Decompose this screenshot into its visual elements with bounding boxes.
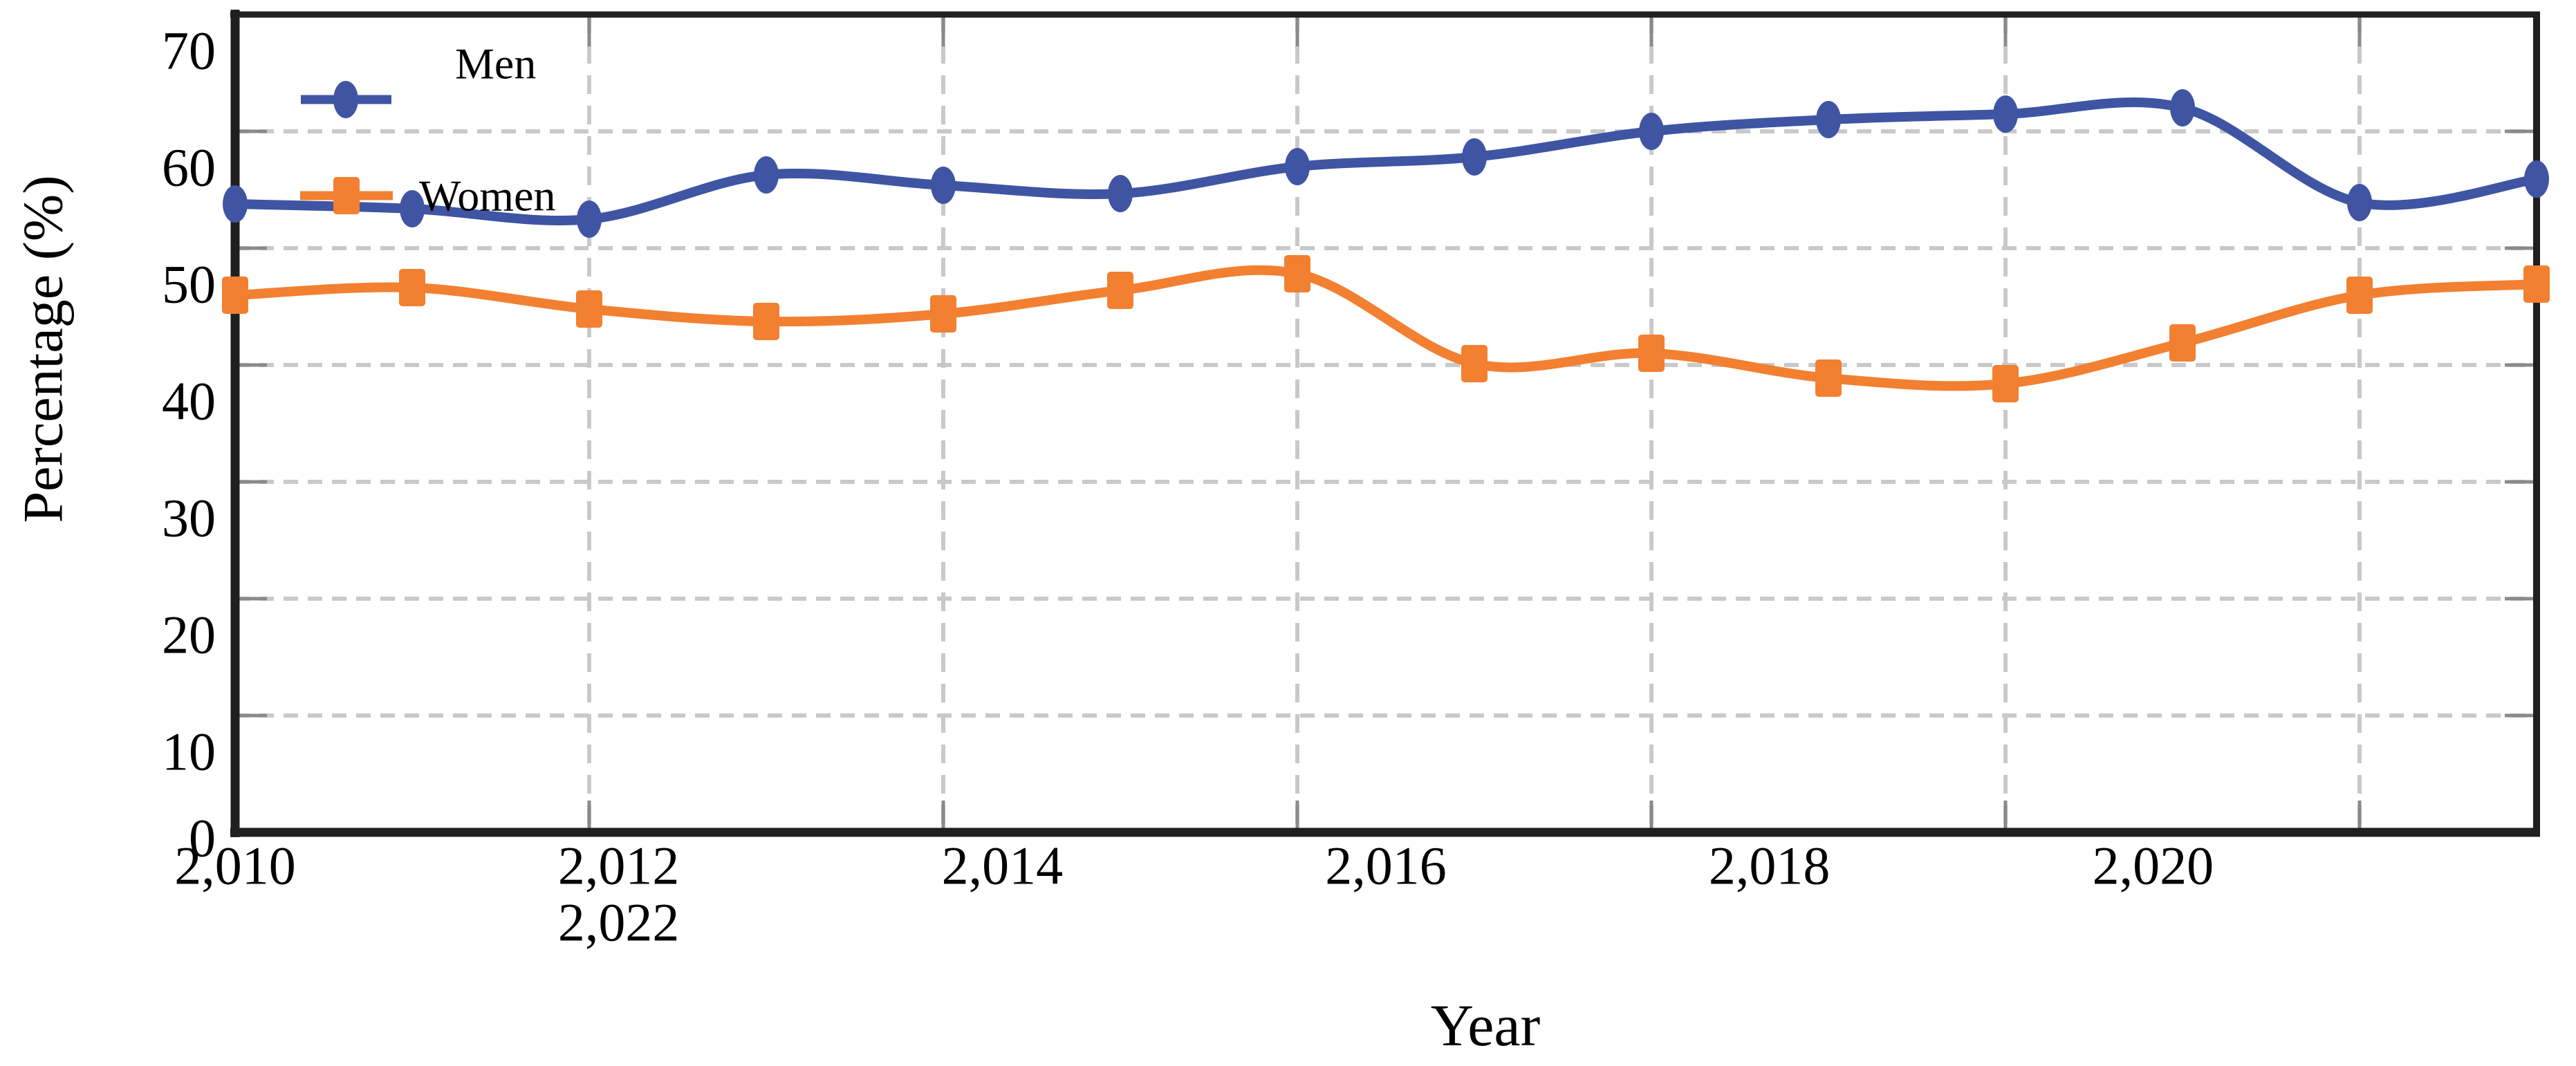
women-series-line (230, 265, 2541, 391)
women-marker (2346, 277, 2373, 314)
women-marker (753, 303, 779, 340)
women-marker (930, 295, 956, 333)
men-marker (577, 200, 602, 238)
x-tick-label: 2,010 (174, 836, 296, 896)
women-marker (1992, 365, 2019, 402)
women-marker (2523, 265, 2550, 303)
men-marker (931, 167, 956, 204)
legend-women-marker (333, 177, 360, 214)
women-marker (2169, 324, 2196, 362)
men-series-line (230, 97, 2541, 225)
men-marker (2347, 184, 2372, 221)
women-marker (576, 290, 602, 328)
men-marker (2524, 160, 2549, 198)
y-tick-label: 70 (162, 21, 216, 81)
x-tick-label: 2,016 (1325, 836, 1447, 896)
women-marker (222, 277, 248, 314)
legend-men-label: Men (455, 39, 536, 88)
y-tick-label: 20 (162, 605, 216, 665)
x-tick-label-overflow: 2,022 (558, 892, 680, 953)
y-tick-label: 10 (162, 722, 216, 782)
x-tick-label: 2,014 (942, 836, 1064, 896)
men-marker (754, 156, 779, 194)
men-marker (1462, 138, 1487, 176)
men-marker (1993, 95, 2018, 133)
y-tick-label: 30 (162, 488, 216, 548)
x-tick-label: 2,018 (1709, 836, 1831, 896)
women-marker (1815, 359, 1842, 397)
men-marker (2170, 89, 2195, 127)
x-tick-label: 2,012 (558, 836, 680, 896)
women-marker (399, 269, 425, 306)
women-marker (1107, 272, 1133, 309)
men-marker (400, 190, 425, 227)
y-tick-label: 40 (162, 371, 216, 431)
x-tick-label: 2,020 (2093, 836, 2214, 896)
legend-women-label: Women (419, 171, 555, 221)
men-marker (1639, 113, 1664, 150)
y-tick-label: 50 (162, 254, 216, 315)
men-marker (223, 185, 248, 223)
y-axis-title: Percentage (%) (12, 175, 75, 523)
men-marker (1108, 175, 1133, 212)
women-marker (1461, 345, 1488, 382)
y-tick-label: 0 (189, 808, 216, 868)
x-axis-title: Year (1431, 992, 1540, 1058)
legend-men-marker (333, 81, 358, 118)
women-marker (1284, 255, 1310, 292)
men-marker (1285, 148, 1310, 185)
women-marker (1638, 335, 1665, 372)
men-marker (1816, 101, 1841, 138)
y-tick-label: 60 (162, 138, 216, 198)
